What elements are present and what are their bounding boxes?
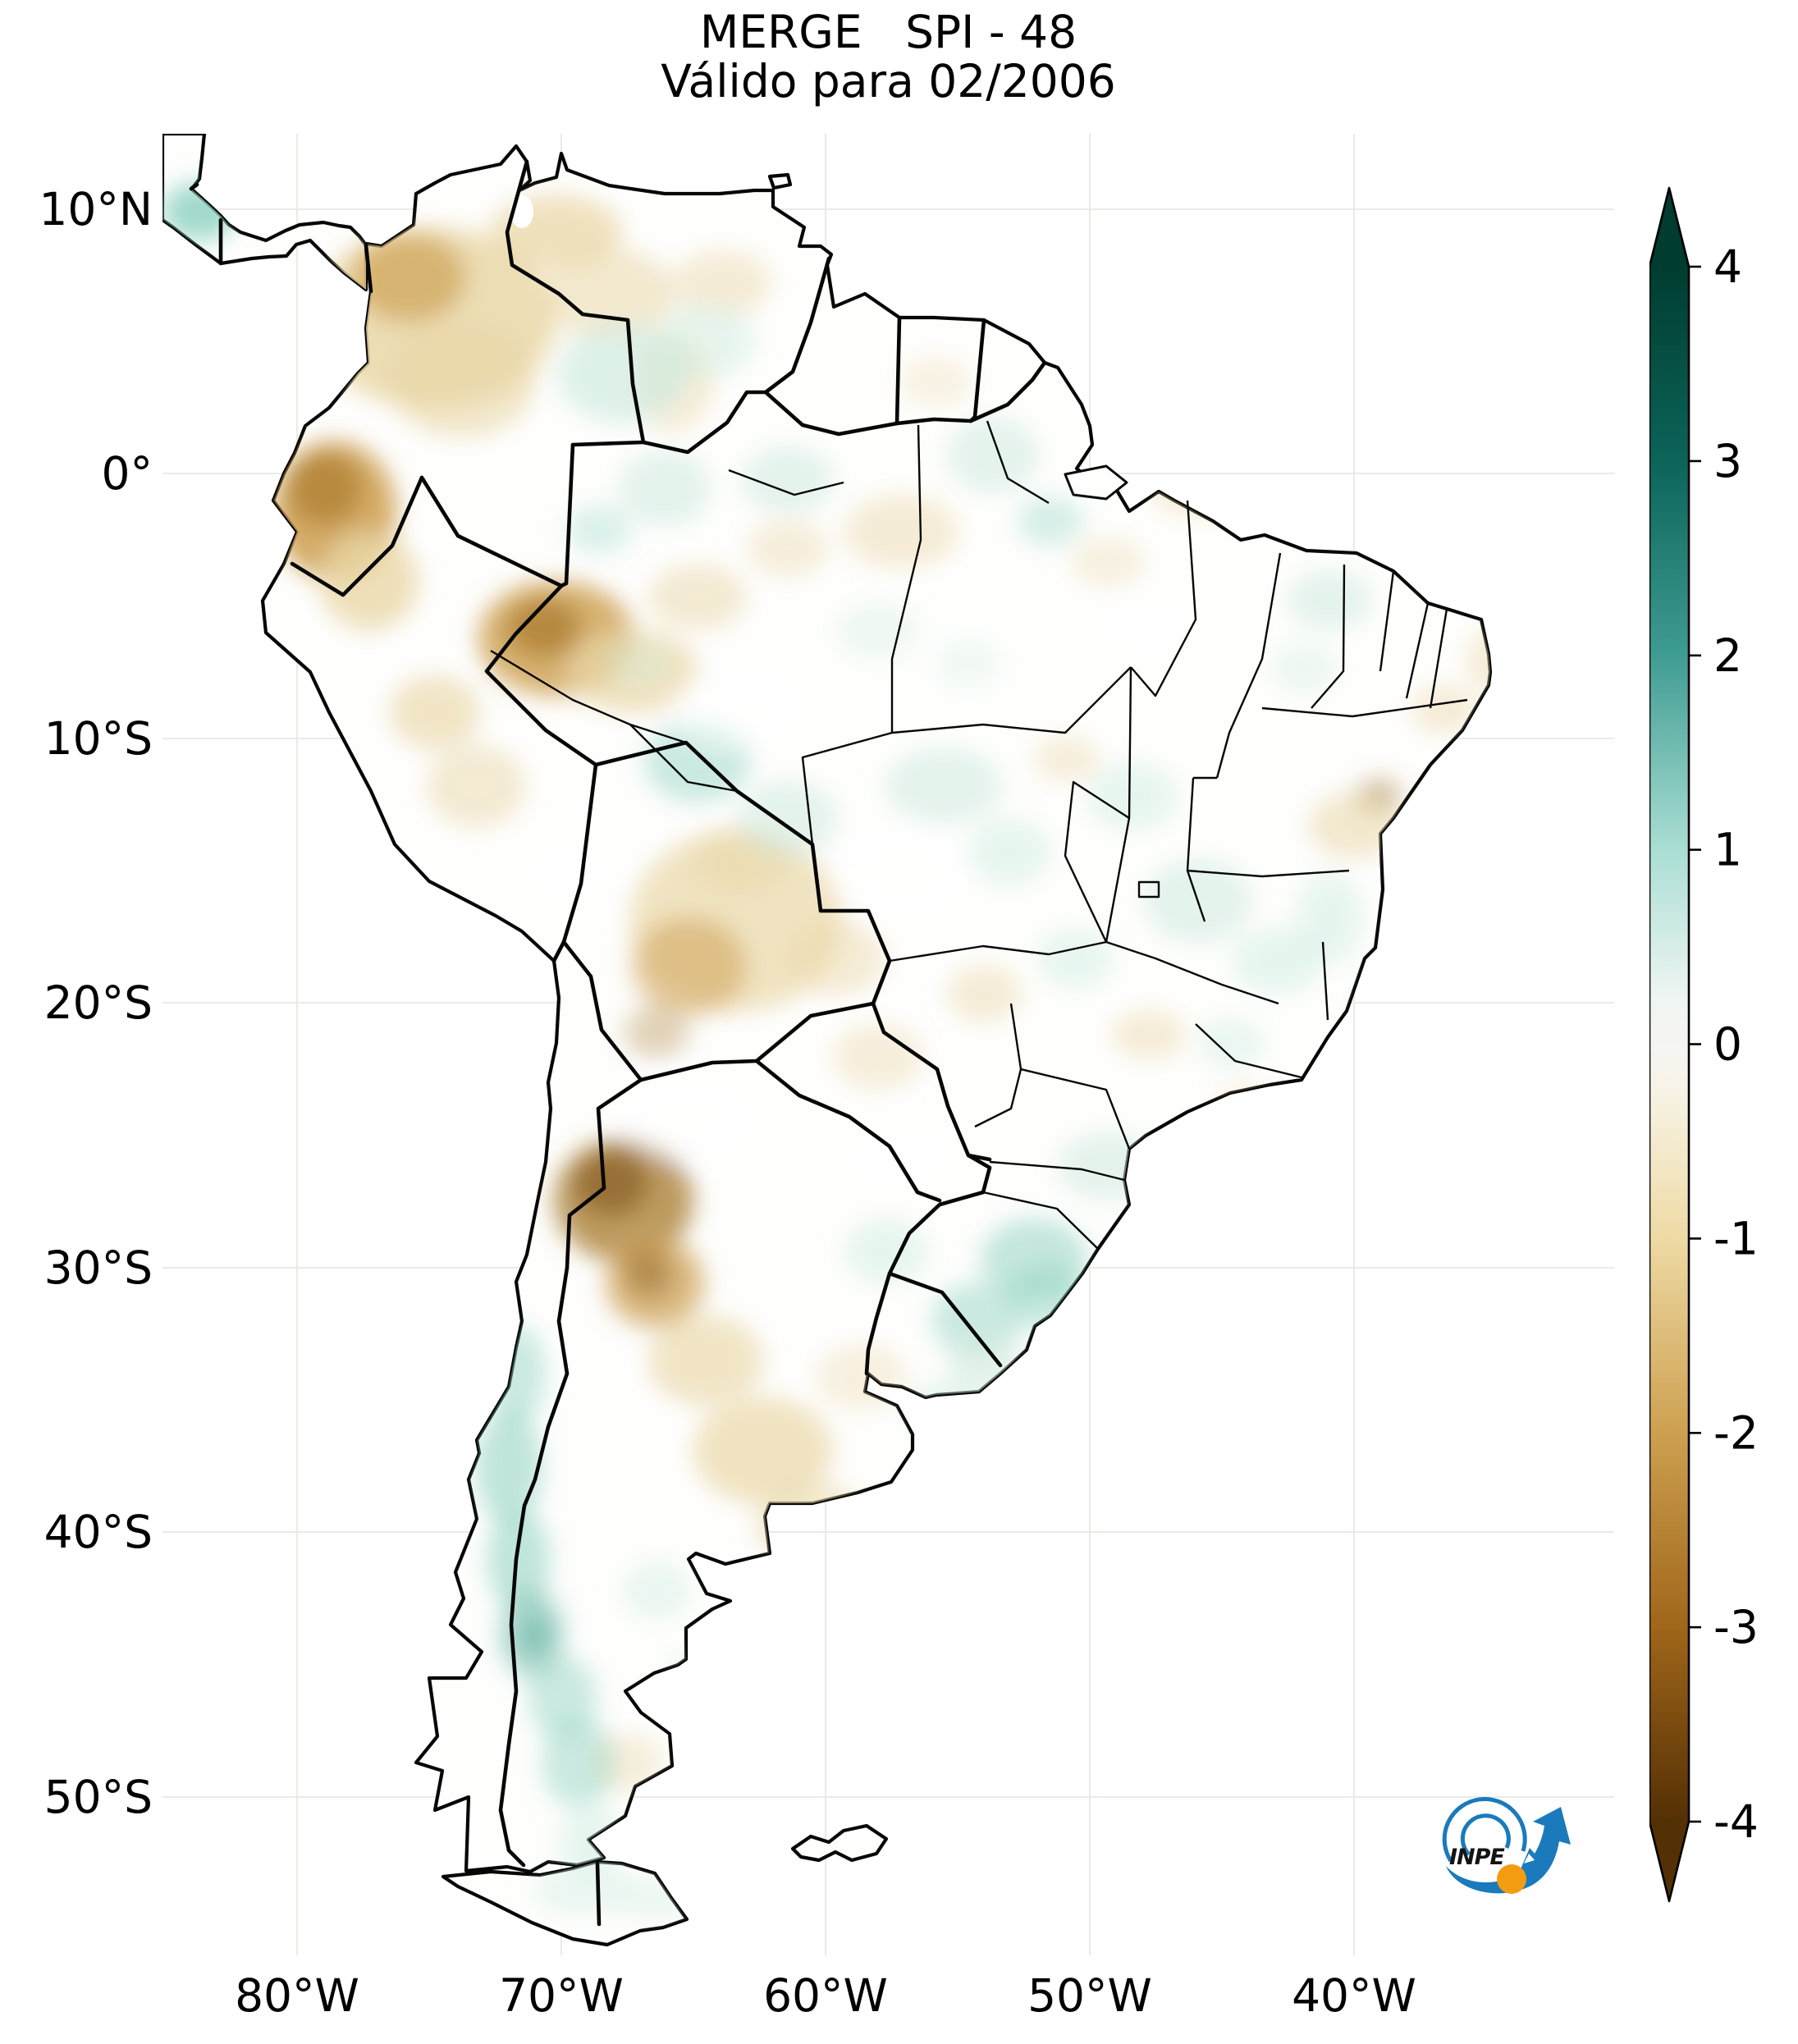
falkland-islands: [790, 1823, 889, 1863]
logo-swoosh-arrow: [1446, 1807, 1571, 1894]
lon-tick-60w: 60°W: [763, 1969, 888, 2022]
cbar-label-3: 3: [1713, 435, 1742, 487]
lon-tick-50w: 50°W: [1027, 1969, 1152, 2022]
lon-tick-70w: 70°W: [499, 1969, 624, 2022]
logo-orbit-circle: [1442, 1796, 1527, 1863]
logo-text: INPE: [1449, 1845, 1505, 1870]
country-borders: [189, 159, 1047, 1927]
map-canvas: [162, 134, 1614, 1955]
lat-tick-0: 0°: [101, 447, 153, 500]
map-title: MERGE SPI - 48: [699, 6, 1077, 58]
trinidad-island: [767, 172, 793, 190]
map-subtitle: Válido para 02/2006: [661, 55, 1116, 107]
lat-tick-10s: 10°S: [43, 712, 153, 765]
logo-orange-dot: [1497, 1864, 1526, 1894]
lat-tick-20s: 20°S: [43, 976, 153, 1029]
cbar-label-m3: -3: [1713, 1601, 1759, 1653]
cbar-label-2: 2: [1713, 629, 1742, 682]
lon-tick-40w: 40°W: [1292, 1969, 1416, 2022]
lon-tick-80w: 80°W: [235, 1969, 359, 2022]
inpe-logo: INPE: [1442, 1796, 1571, 1894]
cbar-label-m2: -2: [1713, 1406, 1759, 1459]
marajo-island: [1064, 464, 1128, 501]
cbar-label-4: 4: [1713, 240, 1742, 293]
cbar-label-m1: -1: [1713, 1212, 1759, 1264]
colorbar-bar: [1649, 186, 1690, 1903]
distrito-federal-square: [1137, 880, 1160, 899]
lat-tick-40s: 40°S: [43, 1506, 153, 1558]
logo-down-arrow: [1520, 1848, 1543, 1871]
cbar-label-m4: -4: [1713, 1795, 1759, 1848]
colorbar-tick-labels: 4 3 2 1 0 -1 -2 -3 -4: [1713, 240, 1759, 1848]
cbar-label-1: 1: [1713, 824, 1742, 876]
state-borders: [490, 420, 1468, 1250]
lat-tick-30s: 30°S: [43, 1241, 153, 1294]
cbar-label-0: 0: [1713, 1018, 1742, 1071]
lat-tick-10n: 10°N: [39, 183, 153, 235]
colorbar: 4 3 2 1 0 -1 -2 -3 -4: [1649, 186, 1759, 1903]
lat-tick-50s: 50°S: [43, 1771, 153, 1823]
colorbar-ticks: [1689, 265, 1701, 1823]
